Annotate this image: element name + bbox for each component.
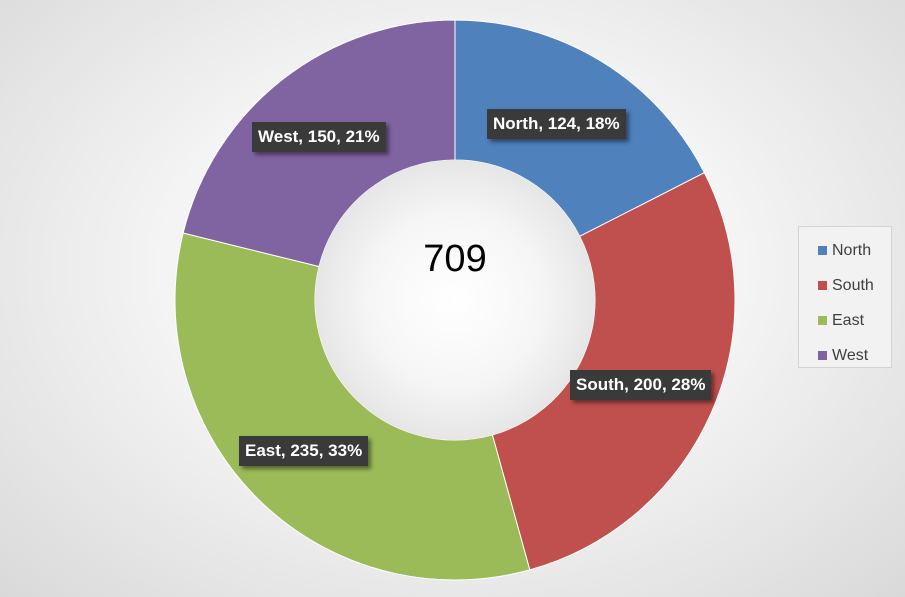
data-label-south: South, 200, 28% (570, 370, 712, 400)
legend-swatch-north (818, 246, 827, 255)
donut-center-total: 709 (423, 238, 487, 280)
legend-item-east: East (799, 303, 891, 338)
donut-hole (315, 160, 595, 440)
donut-slice-east (174, 232, 531, 581)
legend-swatch-east (818, 316, 827, 325)
legend-label-south: South (832, 276, 874, 294)
legend-item-north: North (799, 233, 891, 268)
legend-label-east: East (832, 311, 865, 329)
legend-swatch-south (818, 281, 827, 290)
data-label-north: North, 124, 18% (487, 109, 626, 139)
legend-swatch-west (818, 351, 827, 360)
legend-item-west: West (799, 338, 891, 373)
legend-label-north: North (832, 241, 872, 259)
data-label-west: West, 150, 21% (252, 122, 386, 152)
data-label-east: East, 235, 33% (239, 436, 369, 466)
legend-item-south: South (799, 268, 891, 303)
chart-legend: North South East West (798, 226, 892, 368)
legend-label-west: West (832, 346, 869, 364)
